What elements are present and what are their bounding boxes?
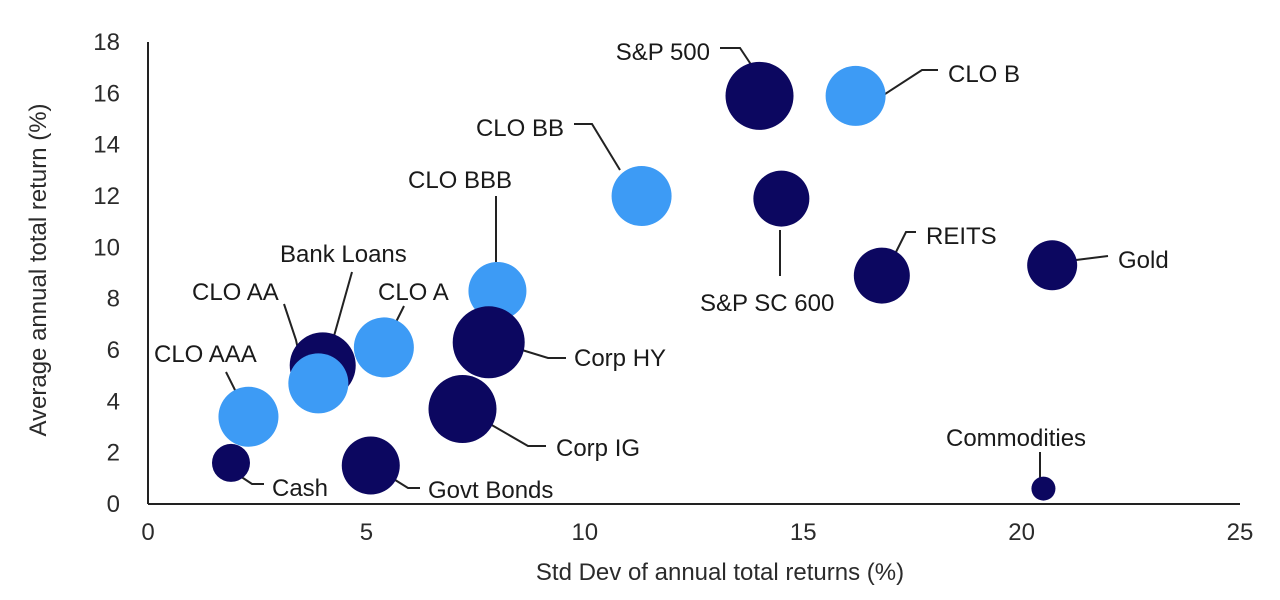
label-commodities: Commodities: [946, 425, 1086, 452]
label-govt-bonds: Govt Bonds: [428, 477, 553, 504]
leader-clo-aaa: [225, 371, 237, 393]
y-tick-label: 14: [93, 132, 120, 159]
axes: 0 5 10 15 20 25 0 2 4 6 8 10 12 14 16 18: [93, 29, 1253, 546]
leader-lines: [225, 47, 1109, 489]
y-tick-label: 8: [107, 286, 120, 313]
bubbles: [211, 61, 1078, 501]
leader-govt-bonds: [391, 477, 420, 489]
bubble-reits: [853, 247, 910, 304]
label-bank-loans: Bank Loans: [280, 241, 407, 268]
label-clo-bbb: CLO BBB: [408, 167, 512, 194]
leader-sp-500: [720, 47, 753, 67]
y-tick-label: 10: [93, 234, 120, 261]
leader-bank-loans: [333, 271, 353, 337]
bubble-clo-a: [353, 317, 414, 378]
x-tick-label: 15: [790, 519, 817, 546]
y-tick-label: 0: [107, 491, 120, 518]
label-clo-b: CLO B: [948, 61, 1020, 88]
x-tick-label: 25: [1227, 519, 1254, 546]
y-tick-label: 12: [93, 183, 120, 210]
label-clo-a: CLO A: [378, 279, 449, 306]
label-cash: Cash: [272, 475, 328, 502]
x-tick-label: 5: [360, 519, 373, 546]
bubble-cash: [211, 443, 250, 482]
label-gold: Gold: [1118, 247, 1169, 274]
label-sp-sc-600: S&P SC 600: [700, 290, 834, 317]
x-tick-label: 10: [571, 519, 598, 546]
leader-clo-bb: [574, 123, 621, 171]
bubble-sp-500: [725, 61, 794, 130]
label-reits: REITS: [926, 223, 997, 250]
y-tick-label: 4: [107, 388, 120, 415]
x-tick-label: 20: [1008, 519, 1035, 546]
leader-clo-a: [395, 305, 405, 323]
bubble-corp-hy: [452, 306, 525, 379]
leader-corp-ig: [489, 423, 546, 447]
label-clo-bb: CLO BB: [476, 115, 564, 142]
bubble-gold: [1027, 240, 1078, 291]
y-axis-title: Average annual total return (%): [25, 103, 52, 436]
y-tick-label: 6: [107, 337, 120, 364]
bubble-clo-bb: [611, 166, 672, 226]
x-axis-title: Std Dev of annual total returns (%): [536, 559, 904, 586]
leader-cash: [239, 475, 264, 485]
y-tick-label: 18: [93, 29, 120, 56]
label-corp-ig: Corp IG: [556, 435, 640, 462]
leader-corp-hy: [521, 349, 566, 359]
leader-reits: [895, 231, 916, 253]
bubble-clo-aaa: [218, 386, 279, 447]
y-tick-label: 2: [107, 440, 120, 467]
label-sp-500: S&P 500: [616, 39, 710, 66]
y-tick-label: 16: [93, 80, 120, 107]
label-clo-aaa: CLO AAA: [154, 341, 257, 368]
leader-clo-b: [881, 69, 938, 97]
label-corp-hy: Corp HY: [574, 345, 666, 372]
x-tick-label: 0: [141, 519, 154, 546]
point-labels: S&P 500 CLO B CLO BB S&P SC 600 REITS Gold CLO…: [154, 39, 1169, 504]
bubble-commodities: [1031, 476, 1056, 501]
bubble-corp-ig: [428, 375, 497, 444]
leader-gold: [1075, 255, 1109, 261]
bubble-clo-b: [825, 65, 886, 126]
label-clo-aa: CLO AA: [192, 279, 279, 306]
bubble-govt-bonds: [341, 436, 400, 495]
bubble-sp-sc-600: [753, 170, 810, 227]
bubble-clo-aa: [288, 353, 349, 414]
bubble-clo-bbb: [468, 261, 527, 320]
